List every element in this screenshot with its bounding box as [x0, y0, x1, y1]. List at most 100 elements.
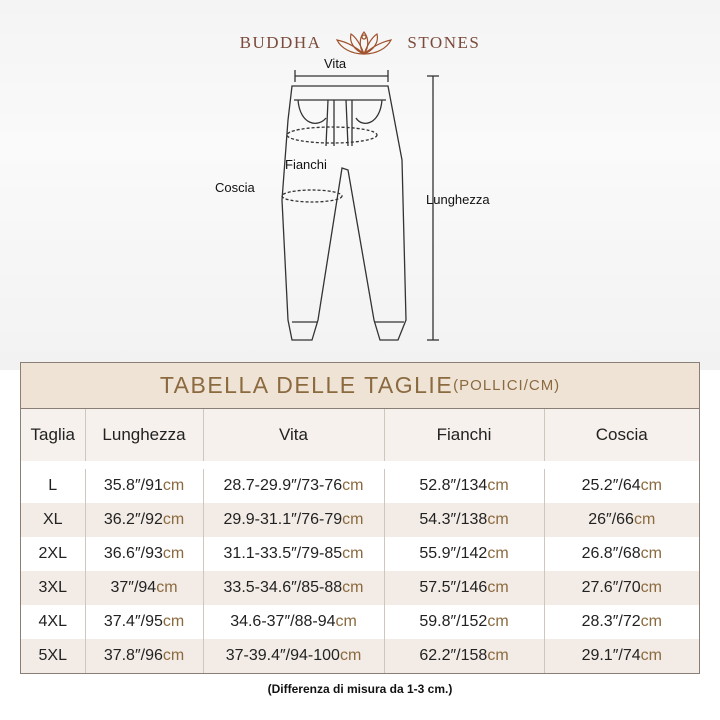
measurement-value: 35.8″/91 [103, 477, 163, 494]
measurement-value: 52.8″/134 [419, 477, 488, 494]
measurement-cell: 26.8″/68cm [543, 537, 699, 571]
column-header: Lunghezza [84, 409, 203, 461]
measurement-value: 33.5-34.6″/85-88 [223, 579, 343, 596]
measurement-value: 37.8″/96 [103, 647, 163, 664]
measurement-cell: 37.8″/96cm [84, 639, 203, 673]
measurement-note: (Differenza di misura da 1-3 cm.) [267, 682, 453, 696]
measurement-unit: cm [640, 477, 662, 494]
measurement-value: 29.9-31.1″/76-79 [223, 511, 343, 528]
measurement-cell: 36.2″/92cm [84, 503, 203, 537]
label-thigh: Coscia [215, 180, 255, 195]
measurement-value: 31.1-33.5″/79-85 [223, 545, 343, 562]
measurement-unit: cm [487, 613, 509, 630]
size-cell: 5XL [21, 639, 85, 673]
measurement-cell: 37.4″/95cm [84, 605, 203, 639]
measurement-cell: 26″/66cm [543, 503, 699, 537]
measurement-value: 28.3″/72 [581, 613, 641, 630]
measurement-unit: cm [640, 545, 662, 562]
pants-diagram [281, 70, 439, 341]
title-unit: (POLLICI/CM) [453, 377, 561, 394]
measurement-cell: 57.5″/146cm [383, 571, 544, 605]
measurement-cell: 37″/94cm [84, 571, 203, 605]
measurement-unit: cm [487, 545, 509, 562]
size-table: Taglia Lunghezza Vita Fianchi Coscia L 35.8″/… [21, 409, 699, 673]
measurement-cell: 54.3″/138cm [383, 503, 544, 537]
table-row: 4XL 37.4″/95cm 34.6-37″/88-94cm 59.8″/152cm… [21, 605, 699, 639]
measurement-value: 54.3″/138 [419, 511, 488, 528]
table-row: XL 36.2″/92cm 29.9-31.1″/76-79cm 54.3″/138c… [21, 503, 699, 537]
measurement-value: 37-39.4″/94-100 [225, 647, 340, 664]
measurement-unit: cm [640, 647, 662, 664]
measurement-unit: cm [335, 613, 357, 630]
measurement-value: 37″/94 [110, 579, 157, 596]
label-waist: Vita [324, 56, 347, 71]
size-cell: 3XL [21, 571, 85, 605]
measurement-value: 34.6-37″/88-94 [230, 613, 336, 630]
measurement-value: 27.6″/70 [581, 579, 641, 596]
measurement-unit: cm [162, 511, 185, 528]
measurement-unit: cm [342, 545, 364, 562]
measurement-cell: 55.9″/142cm [383, 537, 544, 571]
measurement-cell: 37-39.4″/94-100cm [202, 639, 384, 673]
measurement-unit: cm [640, 579, 662, 596]
measurement-value: 26.8″/68 [581, 545, 641, 562]
measurement-cell: 36.6″/93cm [84, 537, 203, 571]
size-chart-title: TABELLA DELLE TAGLIE (POLLICI/CM) [21, 363, 699, 409]
size-cell: 4XL [38, 613, 67, 630]
measurement-cell: 25.2″/64cm [543, 469, 699, 503]
measurement-cell: 27.6″/70cm [543, 571, 699, 605]
measurement-cell: 28.3″/72cm [543, 605, 699, 639]
table-row: 5XL 37.8″/96cm 37-39.4″/94-100cm 62.2″/158c… [21, 639, 699, 673]
brand-logo: BUDDHA STONES [0, 28, 720, 58]
measurement-unit: cm [487, 511, 509, 528]
measurement-unit: cm [342, 477, 364, 494]
size-cell: XL [21, 503, 85, 537]
measurement-cell: 52.8″/134cm [383, 469, 544, 503]
measurement-unit: cm [162, 477, 185, 494]
label-hips: Fianchi [285, 157, 327, 172]
measurement-value: 25.2″/64 [581, 477, 641, 494]
measurement-unit: cm [640, 613, 662, 630]
size-chart: TABELLA DELLE TAGLIE (POLLICI/CM) Taglia L… [20, 362, 700, 674]
table-row: 3XL 37″/94cm 33.5-34.6″/85-88cm 57.5″/146cm… [21, 571, 699, 605]
measurement-cell: 33.5-34.6″/85-88cm [202, 571, 384, 605]
measurement-cell: 35.8″/91cm [84, 469, 203, 503]
measurement-value: 28.7-29.9″/73-76 [223, 477, 343, 494]
size-cell: 2XL [38, 545, 67, 562]
measurement-value: 29.1″/74 [581, 647, 641, 664]
brand-left: BUDDHA [239, 33, 322, 52]
measurement-unit: cm [162, 647, 185, 664]
label-length: Lunghezza [426, 192, 490, 207]
measurement-value: 37.4″/95 [103, 613, 163, 630]
measurement-cell: 34.6-37″/88-94cm [202, 605, 384, 639]
measurement-value: 62.2″/158 [419, 647, 488, 664]
lotus-meditation-icon [336, 31, 393, 55]
column-header: Vita [202, 409, 384, 461]
mountain-background [0, 0, 720, 370]
measurement-value: 36.2″/92 [103, 511, 163, 528]
table-row: L 35.8″/91cm 28.7-29.9″/73-76cm 52.8″/134cm… [21, 469, 699, 503]
measurement-unit: cm [633, 511, 656, 528]
measurement-cell: 29.9-31.1″/76-79cm [202, 503, 384, 537]
measurement-unit: cm [162, 545, 185, 562]
measurement-unit: cm [342, 511, 364, 528]
measurement-value: 59.8″/152 [419, 613, 488, 630]
measurement-cell: 29.1″/74cm [543, 639, 699, 673]
measurement-cell: 62.2″/158cm [383, 639, 544, 673]
column-header: Coscia [543, 409, 699, 461]
brand-right: STONES [407, 33, 481, 52]
measurement-value: 36.6″/93 [103, 545, 163, 562]
size-cell: L [48, 477, 58, 494]
measurement-cell: 31.1-33.5″/79-85cm [202, 537, 384, 571]
table-row: 2XL 36.6″/93cm 31.1-33.5″/79-85cm 55.9″/142… [21, 537, 699, 571]
column-header: Taglia [21, 409, 85, 461]
measurement-unit: cm [487, 647, 509, 664]
measurement-unit: cm [487, 477, 509, 494]
measurement-unit: cm [156, 579, 178, 596]
measurement-value: 57.5″/146 [419, 579, 488, 596]
column-header: Fianchi [383, 409, 544, 461]
measurement-unit: cm [342, 579, 364, 596]
measurement-value: 55.9″/142 [419, 545, 488, 562]
measurement-unit: cm [339, 647, 362, 664]
measurement-unit: cm [487, 579, 509, 596]
